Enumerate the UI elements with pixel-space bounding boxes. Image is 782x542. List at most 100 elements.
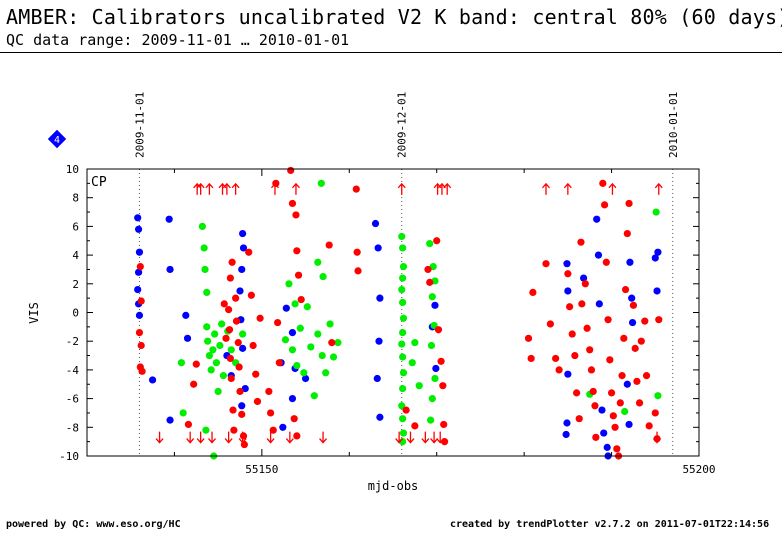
data-point-blue: [134, 285, 142, 294]
arrow-down-head: [238, 438, 247, 444]
data-point-red: [294, 271, 303, 279]
arrow-up-head: [196, 182, 205, 189]
data-point-blue: [288, 328, 297, 337]
data-point-blue: [288, 395, 297, 403]
data-point-green: [399, 429, 408, 437]
data-point-green: [399, 314, 408, 322]
data-point-red: [527, 354, 535, 363]
data-point-blue: [135, 311, 144, 319]
arrow-down-head: [319, 438, 328, 444]
data-point-red: [137, 297, 145, 305]
data-point-red: [225, 326, 234, 334]
data-point-red: [439, 382, 447, 390]
data-point-blue: [134, 225, 143, 233]
data-point-blue: [238, 265, 246, 274]
data-point-green: [200, 244, 208, 252]
data-point-red: [424, 265, 432, 274]
header-divider: [0, 52, 782, 53]
data-point-red: [226, 354, 234, 363]
data-point-green: [415, 382, 423, 390]
data-point-green: [212, 359, 220, 367]
diamond-icon[interactable]: 4: [47, 129, 67, 149]
data-point-red: [631, 344, 639, 352]
data-point-red: [583, 324, 591, 332]
data-point-blue: [374, 244, 382, 252]
data-point-red: [222, 334, 230, 342]
y-tick-label: 6: [72, 220, 79, 233]
data-point-red: [524, 334, 533, 342]
arrow-up-head: [231, 182, 240, 189]
chart-title: AMBER: Calibrators uncalibrated V2 K ban…: [6, 5, 782, 29]
data-point-green: [198, 222, 207, 230]
data-points: [134, 166, 663, 460]
data-point-red: [226, 274, 234, 282]
data-point-blue: [371, 219, 380, 228]
data-point-green: [209, 346, 217, 354]
arrow-up-head: [608, 182, 617, 189]
arrow-down-head: [285, 438, 294, 444]
data-point-green: [654, 392, 662, 400]
data-point-red: [616, 399, 624, 407]
data-point-green: [293, 361, 301, 370]
badge-label: 4: [54, 135, 60, 146]
data-point-red: [566, 303, 574, 311]
data-point-red: [581, 280, 589, 288]
chart-subtitle: QC data range: 2009-11-01 … 2010-01-01: [6, 31, 350, 49]
data-point-blue: [595, 300, 603, 308]
arrow-up-head: [193, 182, 202, 189]
data-point-blue: [134, 268, 143, 276]
data-point-green: [398, 232, 406, 241]
data-point-green: [227, 346, 235, 354]
data-point-green: [427, 341, 436, 350]
data-point-red: [592, 433, 600, 441]
data-point-red: [228, 258, 236, 266]
arrow-down-head: [395, 438, 404, 444]
arrow-up-head: [222, 182, 231, 189]
data-point-red: [599, 179, 607, 187]
data-point-green: [399, 415, 407, 423]
data-point-red: [655, 316, 663, 324]
data-point-red: [287, 166, 295, 175]
data-point-green: [303, 303, 311, 311]
arrow-up-head: [270, 182, 279, 189]
data-point-red: [352, 185, 360, 193]
data-point-red: [234, 339, 242, 347]
data-point-red: [578, 300, 586, 308]
data-point-red: [440, 438, 449, 446]
date-marker-label: 2010-01-01: [667, 92, 680, 158]
data-point-green: [296, 324, 304, 332]
data-point-red: [184, 420, 193, 429]
data-point-green: [177, 359, 186, 367]
data-point-red: [411, 422, 419, 430]
data-point-red: [354, 267, 362, 275]
data-point-red: [252, 370, 260, 378]
panel-label: CP: [91, 175, 107, 190]
data-point-blue: [626, 258, 634, 266]
data-point-green: [399, 384, 407, 393]
data-point-red: [546, 320, 554, 328]
data-point-green: [334, 339, 342, 347]
data-point-blue: [301, 374, 310, 383]
data-point-green: [329, 353, 338, 361]
data-point-red: [645, 422, 653, 430]
data-point-red: [620, 334, 628, 342]
data-point-green: [202, 426, 210, 434]
data-point-red: [587, 366, 596, 374]
data-point-red: [613, 445, 621, 453]
data-point-green: [398, 340, 406, 348]
data-point-green: [399, 369, 408, 377]
data-point-blue: [593, 215, 601, 223]
data-point-red: [269, 426, 277, 434]
data-point-blue: [375, 337, 383, 345]
arrow-up-head: [654, 182, 663, 189]
x-axis-label: mjd-obs: [368, 479, 419, 493]
data-point-red: [192, 360, 200, 368]
data-point-red: [568, 330, 576, 338]
data-point-red: [625, 199, 633, 208]
y-tick-label: -8: [66, 421, 79, 434]
data-point-green: [398, 285, 406, 294]
data-point-green: [399, 262, 408, 271]
data-point-green: [317, 179, 325, 187]
data-point-green: [399, 298, 407, 307]
data-point-green: [218, 320, 226, 328]
